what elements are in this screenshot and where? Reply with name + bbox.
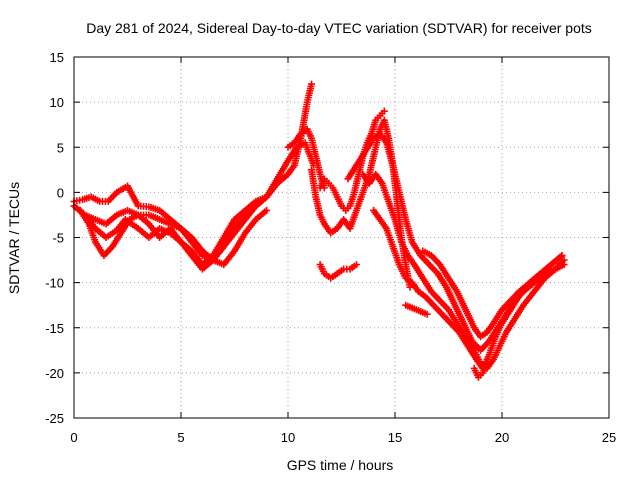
x-tick-label: 15: [388, 430, 402, 445]
y-tick-label: -15: [45, 321, 64, 336]
y-tick-label: 5: [57, 140, 64, 155]
y-tick-label: -5: [52, 231, 64, 246]
y-tick-label: 0: [57, 185, 64, 200]
y-axis-label: SDTVAR / TECUs: [6, 182, 22, 294]
grid: [74, 57, 609, 418]
y-tick-label: 10: [50, 95, 64, 110]
data-point: [263, 193, 271, 201]
data-point: [423, 310, 431, 318]
data-point: [308, 80, 316, 88]
x-tick-label: 20: [495, 430, 509, 445]
data-point: [558, 252, 566, 260]
y-tick-label: -10: [45, 276, 64, 291]
chart-title: Day 281 of 2024, Sidereal Day-to-day VTE…: [86, 20, 592, 36]
x-tick-label: 25: [602, 430, 616, 445]
data-point: [352, 261, 360, 269]
x-tick-label: 0: [70, 430, 77, 445]
y-tick-label: 15: [50, 50, 64, 65]
axis-ticks: 0 5 10 15 20 25 15 10 5 0 -5 -10 -15 -20 -25: [45, 50, 616, 445]
data-point: [483, 360, 491, 368]
data-point: [560, 256, 568, 264]
x-axis-label: GPS time / hours: [287, 457, 394, 473]
x-tick-label: 10: [281, 430, 295, 445]
data-points: [70, 80, 568, 381]
y-tick-label: -25: [45, 411, 64, 426]
data-point: [263, 206, 271, 214]
y-tick-label: -20: [45, 366, 64, 381]
data-point: [380, 107, 388, 115]
x-tick-label: 5: [177, 430, 184, 445]
